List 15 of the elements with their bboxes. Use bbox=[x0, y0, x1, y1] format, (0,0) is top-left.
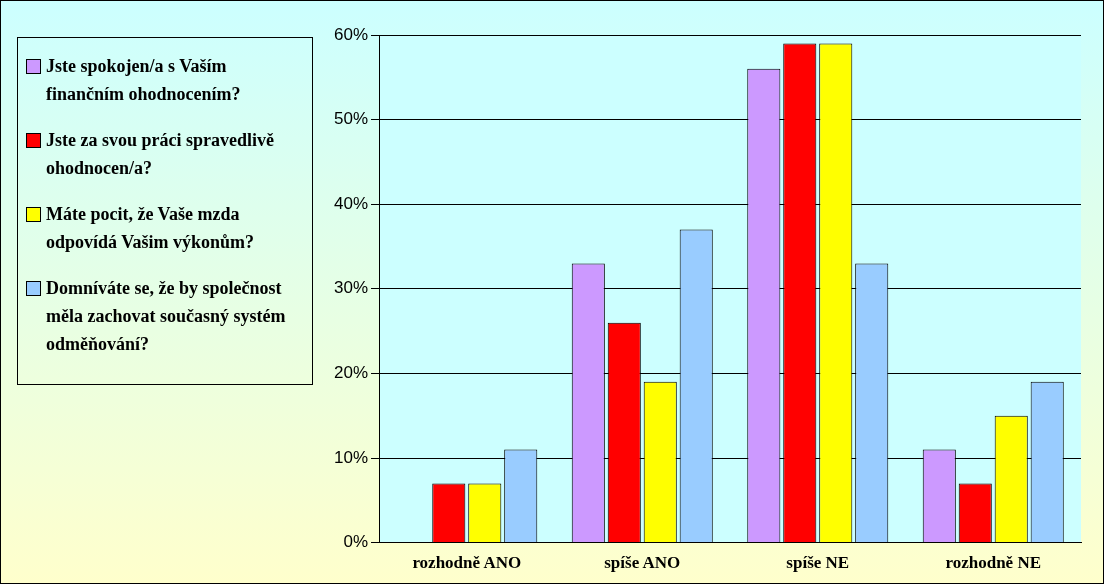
legend-label: Domníváte se, že by společnost měla zachovat současný systém odměňování? bbox=[46, 277, 287, 356]
x-tick-label: spíše NE bbox=[786, 553, 850, 573]
x-tick-label: rozhodně NE bbox=[945, 553, 1042, 573]
legend-label: Máte pocit, že Vaše mzda odpovídá Vašim výkonům? bbox=[46, 203, 256, 254]
x-tick-label: rozhodně ANO bbox=[412, 553, 522, 573]
legend-label: Jste spokojen/a s Vaším finančním ohodnocením? bbox=[46, 55, 242, 106]
y-tick-label: 40% bbox=[333, 193, 369, 213]
legend-label: Jste za svou práci spravedlivě ohodnocen/a? bbox=[46, 129, 275, 180]
y-tick-label: 0% bbox=[343, 532, 369, 552]
y-tick-label: 50% bbox=[333, 109, 369, 129]
y-tick-label: 20% bbox=[333, 363, 369, 383]
x-tick-label: spíše ANO bbox=[604, 553, 681, 573]
y-tick-label: 10% bbox=[333, 447, 369, 467]
y-tick-label: 30% bbox=[333, 278, 369, 298]
y-tick-label: 60% bbox=[333, 24, 369, 44]
